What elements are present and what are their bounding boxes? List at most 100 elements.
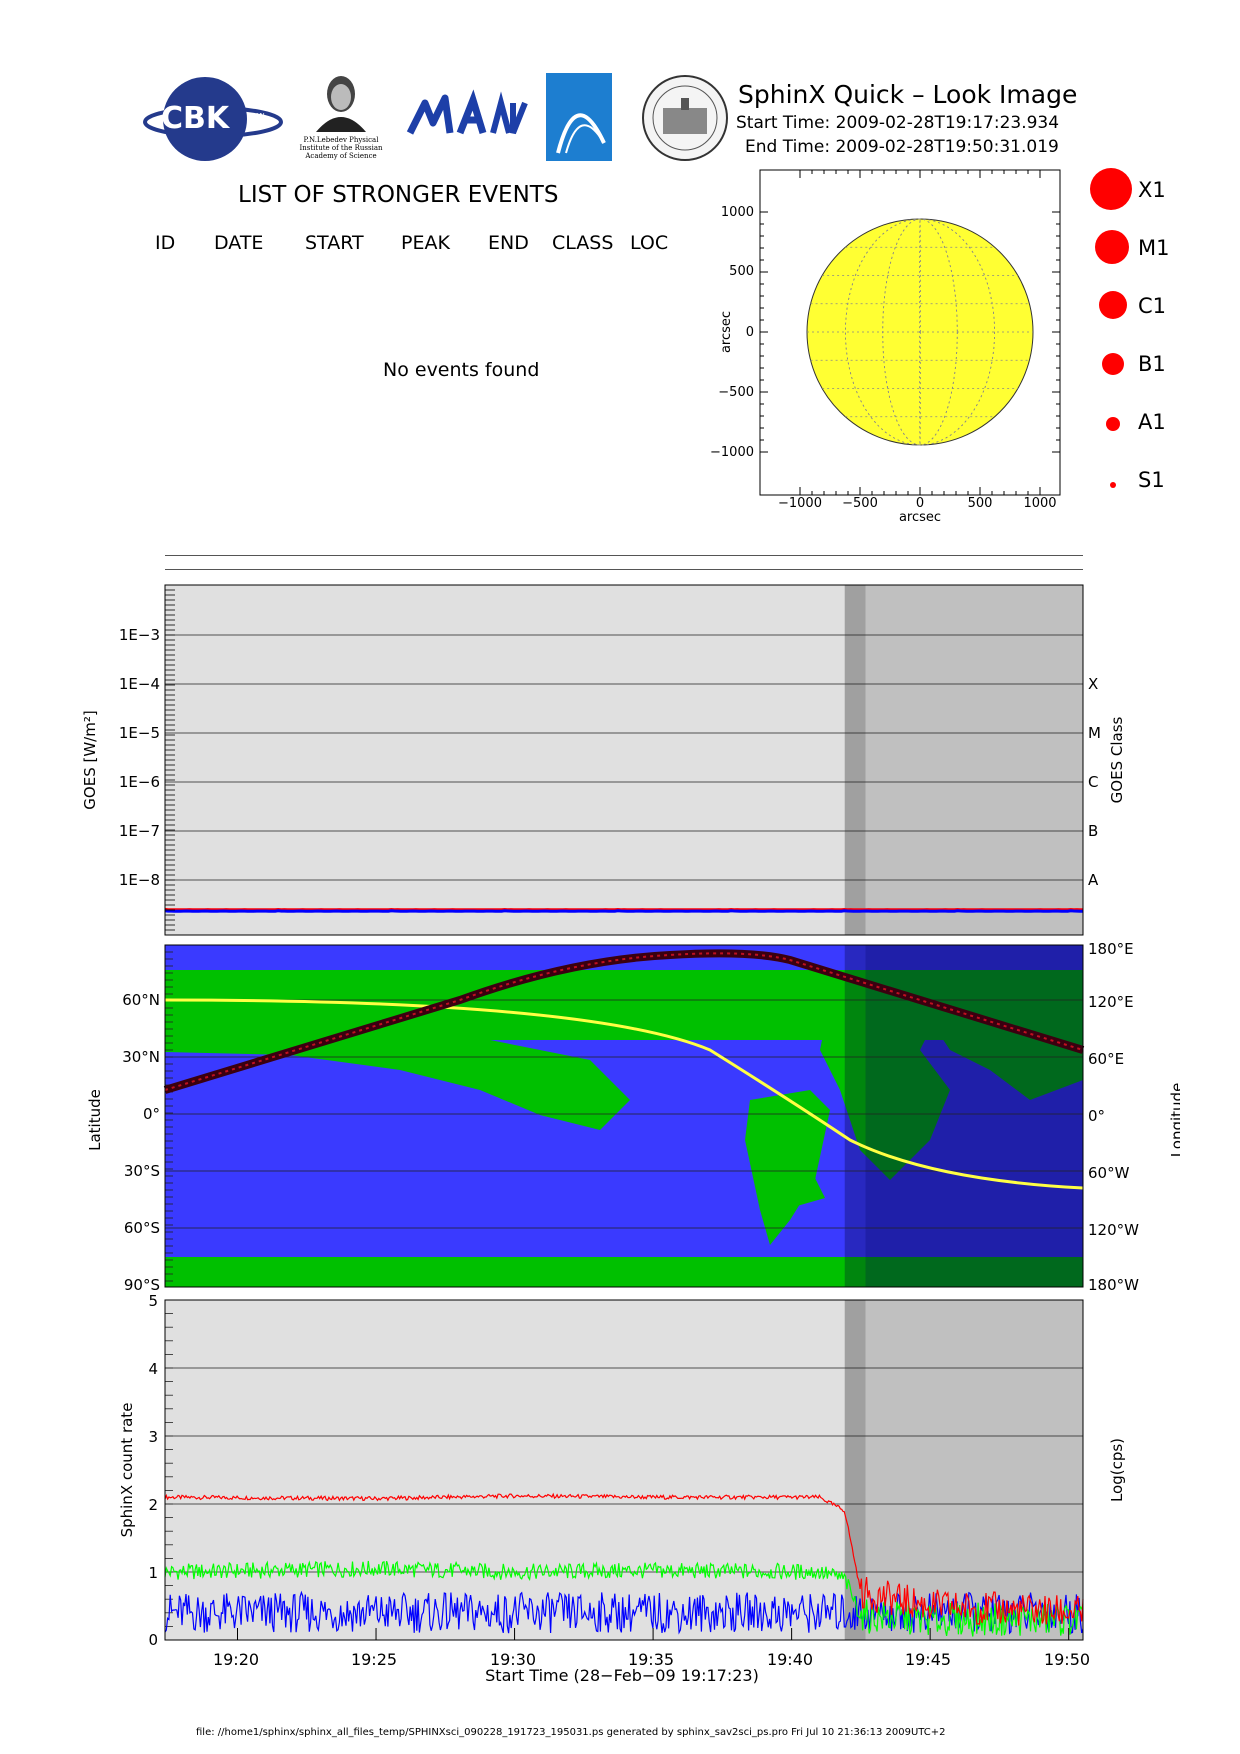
goes-y-tick-5: 1E−8 (119, 871, 160, 889)
lat-tick-60s: 60°S (124, 1219, 160, 1237)
events-col-peak: PEAK (401, 232, 450, 254)
land-australia (775, 1178, 825, 1208)
goes-y-tick-4: 1E−7 (119, 822, 160, 840)
legend-label-a1: A1 (1138, 410, 1166, 434)
count-y-tick-3: 3 (148, 1428, 158, 1446)
sun-map-ylabel: arcsec (719, 311, 734, 353)
land-south-america (745, 1090, 830, 1245)
count-x-tick-1950: 19:50 (1044, 1650, 1090, 1669)
legend-b1: B1 (1080, 340, 1210, 390)
count-ylabel: SphinX count rate (118, 1403, 136, 1538)
legend-m1: M1 (1080, 224, 1210, 274)
land-antarctica (165, 1257, 1083, 1287)
separator-top (165, 555, 1083, 556)
lebedev-portrait (316, 76, 366, 132)
count-x-tick-1920: 19:20 (213, 1650, 259, 1669)
lon-tick-120e: 120°E (1088, 993, 1134, 1011)
sun-x-tick-2: 0 (916, 496, 924, 511)
goes-class-tick-x: X (1088, 675, 1098, 693)
events-col-end: END (488, 232, 529, 254)
cbk-logo-small: PAN (251, 112, 265, 120)
page-title: SphinX Quick – Look Image (738, 80, 1078, 109)
cbk-logo-graphic: CBK PAN (143, 77, 283, 161)
sun-x-tick-1: −500 (842, 496, 878, 511)
sun-x-tick-4: 1000 (1023, 496, 1056, 511)
lon-tick-180w: 180°W (1088, 1276, 1139, 1294)
map-ylabel: Latitude (86, 1089, 104, 1151)
count-dim-region (865, 1300, 1083, 1640)
logo-lebedev: P.N.Lebedev Physical Institute of the Ru… (296, 72, 386, 162)
count-x-tick-1930: 19:30 (490, 1650, 536, 1669)
sun-y-tick-2: 0 (746, 325, 754, 340)
end-time: End Time: 2009-02-28T19:50:31.019 (745, 137, 1059, 157)
lon-tick-60e: 60°E (1088, 1050, 1124, 1068)
lat-tick-0: 0° (143, 1105, 160, 1123)
logo-seal (641, 74, 729, 162)
legend-dot-b1 (1102, 353, 1124, 375)
legend-s1: S1 (1080, 456, 1210, 506)
count-y-tick-2: 2 (148, 1496, 158, 1514)
start-time: Start Time: 2009-02-28T19:17:23.934 (736, 113, 1060, 133)
legend-dot-s1 (1110, 482, 1116, 488)
count-y-tick-4: 4 (148, 1360, 158, 1378)
lebedev-caption: P.N.Lebedev Physical Institute of the Ru… (299, 136, 383, 160)
lat-tick-60n: 60°N (122, 991, 160, 1009)
logo-cbk: CBK PAN (143, 74, 283, 164)
count-shaded-interval (844, 1300, 866, 1640)
goes-class-tick-b: B (1088, 822, 1098, 840)
count-series-2 (164, 1590, 1084, 1635)
legend-a1: A1 (1080, 398, 1210, 448)
goes-class-tick-a: A (1088, 871, 1099, 889)
legend-dot-c1 (1099, 291, 1127, 319)
count-rate-chart: SphinX count rate Log(cps) 5 4 3 2 1 0 1… (118, 1295, 1126, 1685)
sun-map-xlabel: arcsec (899, 510, 941, 525)
footer-file-info: file: //home1/sphinx/sphinx_all_files_te… (196, 1727, 946, 1738)
logo-miphi (405, 88, 530, 148)
lon-tick-60w: 60°W (1088, 1164, 1130, 1182)
events-title: LIST OF STRONGER EVENTS (238, 182, 559, 208)
goes-class-tick-m: M (1088, 724, 1101, 742)
legend-label-m1: M1 (1138, 236, 1170, 260)
satellite-orbit-track-inner (164, 952, 1084, 1091)
map-dim-region (865, 945, 1083, 1287)
count-y-tick-1: 1 (148, 1564, 158, 1582)
count-x-tick-1925: 19:25 (351, 1650, 397, 1669)
lat-tick-30s: 30°S (124, 1162, 160, 1180)
land-north-america (165, 1040, 630, 1130)
goes-y-tick-2: 1E−5 (119, 724, 160, 742)
count-x-tick-1935: 19:35 (628, 1650, 674, 1669)
legend-c1: C1 (1080, 282, 1210, 332)
map-right-label: Longitude (1168, 1083, 1180, 1158)
legend-x1: X1 (1080, 166, 1210, 216)
sun-y-tick-1: 500 (729, 264, 754, 279)
lon-tick-0: 0° (1088, 1107, 1105, 1125)
goes-ylabel: GOES [W/m²] (81, 710, 99, 809)
sun-y-tick-4: −1000 (710, 445, 754, 460)
count-y-tick-0: 0 (148, 1631, 158, 1649)
count-x-tick-1945: 19:45 (905, 1650, 951, 1669)
goes-y-tick-3: 1E−6 (119, 773, 160, 791)
land-europe-africa (820, 985, 950, 1180)
events-col-loc: LOC (630, 232, 669, 254)
legend-dot-m1 (1095, 230, 1129, 264)
count-y-tick-5: 5 (148, 1295, 158, 1310)
events-empty-message: No events found (383, 359, 540, 381)
goes-dim-region (865, 585, 1083, 935)
count-x-tick-1940: 19:40 (767, 1650, 813, 1669)
legend-label-s1: S1 (1138, 468, 1165, 492)
events-col-start: START (305, 232, 364, 254)
sun-meridian-4 (845, 218, 995, 446)
sun-x-tick-3: 500 (968, 496, 993, 511)
count-xlabel: Start Time (28−Feb−09 19:17:23) (485, 1666, 759, 1685)
orbit-map-chart: Latitude Longitude 60°N 30°N 0° 30°S 60°… (86, 940, 1180, 1294)
map-shaded-interval (844, 945, 866, 1287)
legend-label-b1: B1 (1138, 352, 1166, 376)
sun-x-tick-0: −1000 (778, 496, 822, 511)
events-col-id: ID (155, 232, 176, 254)
count-series-1 (164, 1560, 1084, 1637)
sun-y-tick-0: 1000 (721, 205, 754, 220)
legend-dot-x1 (1090, 168, 1132, 210)
lat-tick-30n: 30°N (122, 1048, 160, 1066)
goes-chart: GOES [W/m²] GOES Class 1E−3 1E−4 1E−5 1E… (81, 584, 1126, 936)
count-series-0 (164, 1492, 1084, 1626)
